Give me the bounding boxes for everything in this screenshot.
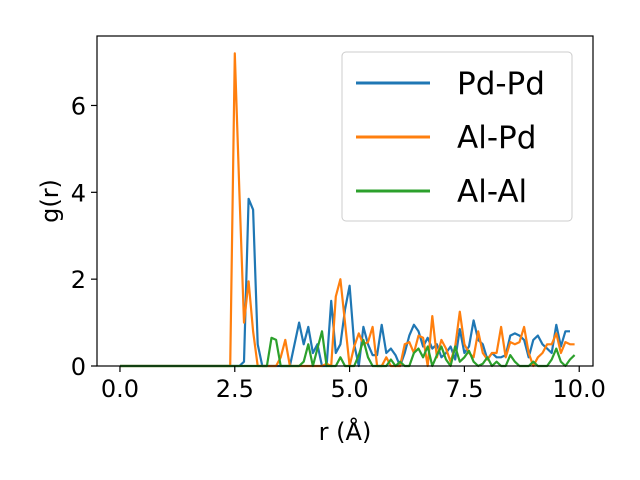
x-tick-label: 0.0 (101, 375, 139, 403)
legend-box (341, 51, 573, 222)
legend-label-1: Pd-Pd (457, 66, 545, 102)
y-axis-ticks: 0 2 4 6 (71, 92, 97, 381)
y-tick-label: 4 (71, 179, 86, 207)
y-tick-label: 2 (71, 266, 86, 294)
x-tick-label: 7.5 (445, 375, 483, 403)
x-axis-ticks: 0.0 2.5 5.0 7.5 10.0 (101, 366, 606, 403)
legend-label-3: Al-Al (457, 174, 527, 210)
y-tick-label: 6 (71, 92, 86, 120)
legend-items: Pd-Pd Al-Pd Al-Al (356, 66, 545, 210)
x-axis-label: r (Å) (319, 417, 372, 446)
x-tick-label: 5.0 (331, 375, 369, 403)
x-tick-label: 2.5 (216, 375, 254, 403)
x-tick-label: 10.0 (553, 375, 606, 403)
y-tick-label: 0 (71, 353, 86, 381)
plot-area-frame (96, 35, 594, 367)
legend-label-2: Al-Pd (457, 120, 536, 156)
y-axis-label: g(r) (36, 179, 64, 223)
legend: Pd-Pd Al-Pd Al-Al (341, 51, 573, 222)
